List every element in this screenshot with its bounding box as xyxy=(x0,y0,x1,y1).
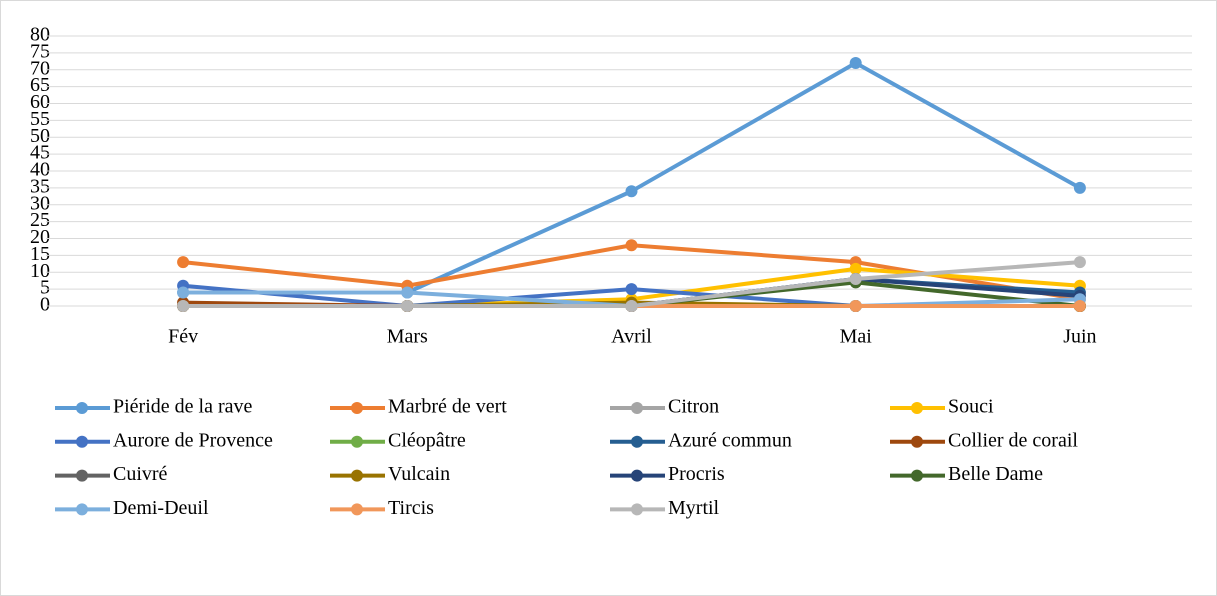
y-tick-label: 30 xyxy=(30,192,50,214)
data-point xyxy=(625,185,638,198)
x-tick-label: Mai xyxy=(840,326,873,348)
legend-marker xyxy=(631,435,643,448)
y-tick-label: 10 xyxy=(30,260,50,282)
y-tick-label: 20 xyxy=(30,226,50,248)
y-tick-label: 5 xyxy=(40,277,50,299)
x-tick-label: Avril xyxy=(611,326,652,348)
data-point xyxy=(625,239,638,252)
legend-marker xyxy=(76,435,88,448)
legend-marker xyxy=(911,469,923,482)
x-tick-label: Juin xyxy=(1063,326,1096,348)
data-point xyxy=(177,256,190,269)
legend-label: Aurore de Provence xyxy=(113,429,273,451)
legend-marker xyxy=(76,503,88,516)
legend-label: Collier de corail xyxy=(948,429,1078,451)
legend-label: Cuivré xyxy=(113,463,168,485)
legend-label: Souci xyxy=(948,396,994,418)
x-tick-label: Fév xyxy=(168,326,198,348)
legend-label: Belle Dame xyxy=(948,463,1043,485)
legend-label: Piéride de la rave xyxy=(113,396,252,418)
legend-marker xyxy=(631,469,643,482)
data-point xyxy=(849,273,862,285)
legend-label: Demi-Deuil xyxy=(113,497,209,519)
legend-label: Azuré commun xyxy=(668,429,792,451)
legend-label: Tircis xyxy=(388,497,434,519)
y-tick-label: 65 xyxy=(30,74,50,96)
y-tick-label: 75 xyxy=(30,40,50,62)
y-tick-label: 0 xyxy=(40,294,50,316)
data-point xyxy=(849,57,862,69)
legend-label: Vulcain xyxy=(388,463,450,485)
y-tick-label: 35 xyxy=(30,175,50,197)
y-tick-label: 15 xyxy=(30,243,50,265)
legend-marker xyxy=(351,469,363,482)
data-point xyxy=(1073,256,1086,269)
legend-marker xyxy=(76,469,88,482)
legend-marker xyxy=(76,402,88,414)
y-tick-label: 70 xyxy=(30,57,50,79)
y-tick-label: 40 xyxy=(30,159,50,181)
data-point xyxy=(625,300,638,312)
data-point xyxy=(1073,181,1086,194)
legend-marker xyxy=(911,435,923,448)
legend-marker xyxy=(351,503,363,516)
y-tick-label: 50 xyxy=(30,125,50,147)
legend-marker xyxy=(351,435,363,448)
x-tick-label: Mars xyxy=(387,326,428,348)
y-tick-label: 45 xyxy=(30,142,50,164)
legend-marker xyxy=(631,503,643,516)
y-tick-label: 55 xyxy=(30,108,50,130)
legend-marker xyxy=(631,402,643,414)
data-point xyxy=(177,286,190,299)
data-point xyxy=(849,300,862,312)
legend-label: Procris xyxy=(668,463,725,485)
data-point xyxy=(1073,300,1086,312)
legend-label: Citron xyxy=(668,396,719,418)
y-tick-label: 60 xyxy=(30,91,50,113)
data-point xyxy=(401,286,414,299)
legend-label: Marbré de vert xyxy=(388,396,507,418)
legend-label: Myrtil xyxy=(668,497,720,519)
data-point xyxy=(401,300,414,312)
legend-marker xyxy=(351,402,363,414)
data-point xyxy=(625,283,638,296)
y-tick-label: 80 xyxy=(30,24,50,46)
y-tick-label: 25 xyxy=(30,209,50,231)
legend-marker xyxy=(911,402,923,414)
legend-label: Cléopâtre xyxy=(388,429,466,451)
data-point xyxy=(177,300,190,312)
data-point xyxy=(849,262,862,275)
